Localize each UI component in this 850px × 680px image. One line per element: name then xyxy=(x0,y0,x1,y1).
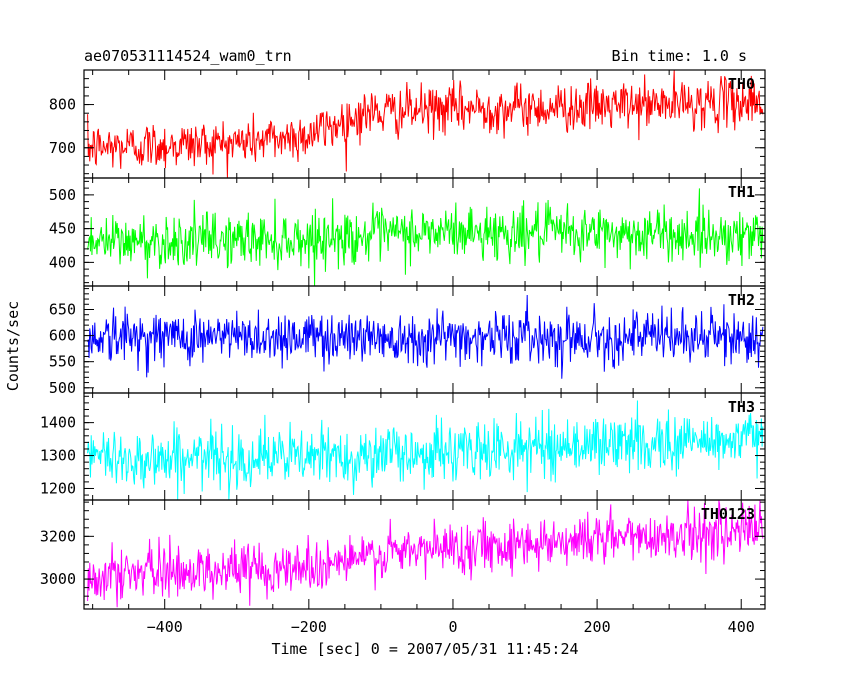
y-axis-label: Counts/sec xyxy=(4,301,22,391)
y-tick-label: 700 xyxy=(49,139,76,157)
x-tick-label: 200 xyxy=(584,618,611,636)
series-label: TH2 xyxy=(728,291,755,309)
series-th2-line xyxy=(87,294,764,379)
y-tick-label: 1400 xyxy=(40,414,76,432)
panel-frame xyxy=(83,499,766,610)
y-tick-label: 600 xyxy=(49,327,76,345)
y-tick-label: 500 xyxy=(49,379,76,397)
series-th0123-line xyxy=(87,500,764,608)
x-tick-label: 0 xyxy=(448,618,457,636)
panel-th2: 500 550 600 650 TH2 xyxy=(49,285,766,397)
y-tick-label: 1300 xyxy=(40,447,76,465)
panel-th3: 1200 1300 1400 TH3 xyxy=(40,392,766,501)
y-tick-label: 500 xyxy=(49,186,76,204)
x-tick-label: 400 xyxy=(728,618,755,636)
y-tick-label: 3000 xyxy=(40,570,76,588)
panel-frame xyxy=(83,69,766,179)
y-tick-label: 800 xyxy=(49,96,76,114)
series-th0-line xyxy=(87,70,764,178)
y-tick-label: 3200 xyxy=(40,527,76,545)
y-tick-label: 1200 xyxy=(40,479,76,497)
bin-time-label: Bin time: 1.0 s xyxy=(612,47,747,65)
series-label: TH0123 xyxy=(701,505,755,523)
y-tick-label: 400 xyxy=(49,253,76,271)
chart-title: ae070531114524_wam0_trn xyxy=(84,47,292,65)
x-axis-label: Time [sec] 0 = 2007/05/31 11:45:24 xyxy=(271,640,578,658)
y-tick-label: 550 xyxy=(49,353,76,371)
panel-th0123: 3000 3200 TH0123 −400 −200 0 200 400 xyxy=(40,499,766,636)
panel-th0: 700 800 TH0 xyxy=(49,69,766,179)
series-label: TH0 xyxy=(728,75,755,93)
x-tick-label: −200 xyxy=(291,618,327,636)
panel-th1: 400 450 500 TH1 xyxy=(49,177,766,287)
x-tick-label: −400 xyxy=(147,618,183,636)
series-th3-line xyxy=(87,400,764,500)
series-th1-line xyxy=(87,188,764,286)
y-tick-label: 450 xyxy=(49,220,76,238)
series-label: TH3 xyxy=(728,398,755,416)
series-label: TH1 xyxy=(728,183,755,201)
y-tick-label: 650 xyxy=(49,300,76,318)
panels-group: 700 800 TH0 400 450 500 TH1 500 550 600 650 TH2 1200… xyxy=(40,69,766,636)
